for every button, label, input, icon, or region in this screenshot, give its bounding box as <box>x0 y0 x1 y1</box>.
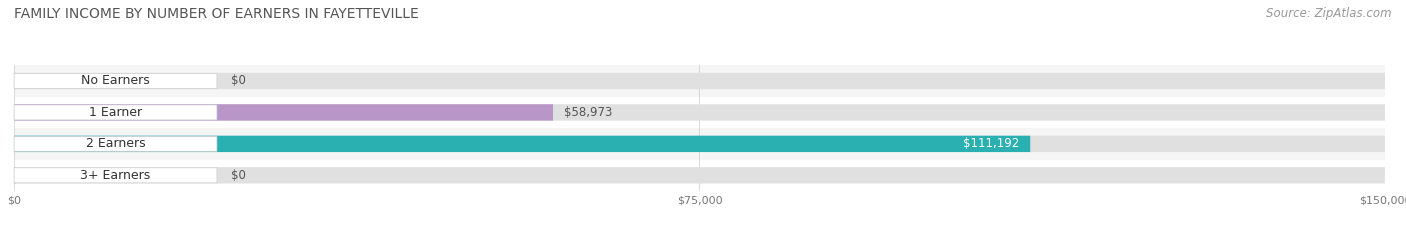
FancyBboxPatch shape <box>14 136 1031 152</box>
Bar <box>14 97 1385 128</box>
Text: $58,973: $58,973 <box>564 106 613 119</box>
FancyBboxPatch shape <box>14 104 553 121</box>
Text: $111,192: $111,192 <box>963 137 1019 150</box>
FancyBboxPatch shape <box>14 167 1385 184</box>
Text: 2 Earners: 2 Earners <box>86 137 145 150</box>
Bar <box>14 65 1385 97</box>
Text: $0: $0 <box>231 169 246 182</box>
Bar <box>14 128 1385 160</box>
FancyBboxPatch shape <box>14 73 1385 89</box>
Text: No Earners: No Earners <box>82 75 150 87</box>
Bar <box>14 160 1385 191</box>
FancyBboxPatch shape <box>14 104 1385 121</box>
Text: FAMILY INCOME BY NUMBER OF EARNERS IN FAYETTEVILLE: FAMILY INCOME BY NUMBER OF EARNERS IN FA… <box>14 7 419 21</box>
FancyBboxPatch shape <box>14 73 217 89</box>
Text: 3+ Earners: 3+ Earners <box>80 169 150 182</box>
Text: Source: ZipAtlas.com: Source: ZipAtlas.com <box>1267 7 1392 20</box>
Text: 1 Earner: 1 Earner <box>89 106 142 119</box>
FancyBboxPatch shape <box>14 136 217 151</box>
FancyBboxPatch shape <box>14 105 217 120</box>
FancyBboxPatch shape <box>14 168 217 183</box>
Text: $0: $0 <box>231 75 246 87</box>
FancyBboxPatch shape <box>14 136 1385 152</box>
